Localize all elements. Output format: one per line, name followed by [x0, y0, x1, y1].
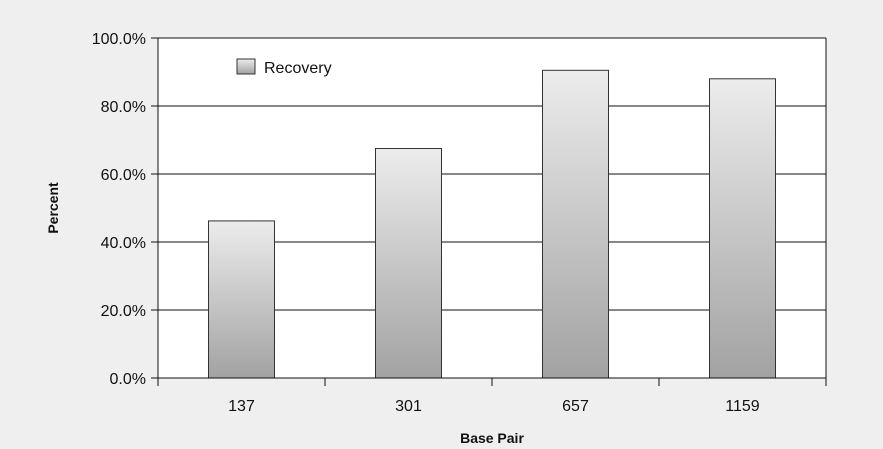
y-tick-label: 60.0% [101, 167, 146, 184]
bar-657 [542, 69, 609, 379]
bars [208, 69, 776, 379]
bar-301 [375, 148, 442, 379]
y-tick-label: 100.0% [92, 31, 146, 48]
axes [151, 37, 827, 386]
x-axis-title: Base Pair [460, 430, 524, 446]
legend-swatch-recovery [236, 58, 256, 75]
y-axis-title: Percent [45, 182, 61, 234]
y-tick-label: 40.0% [101, 235, 146, 252]
x-tick-label: 1159 [725, 398, 760, 415]
y-tick-label: 20.0% [101, 303, 146, 320]
legend: Recovery [236, 58, 332, 77]
legend-label-recovery: Recovery [264, 60, 332, 77]
x-tick-label: 657 [562, 398, 589, 415]
x-tick-labels: 137 301 657 1159 [228, 398, 760, 415]
x-tick-label: 301 [395, 398, 422, 415]
bar-137 [208, 220, 275, 379]
y-tick-label: 0.0% [110, 371, 146, 388]
bar-1159 [709, 78, 776, 379]
y-tick-label: 80.0% [101, 99, 146, 116]
y-tick-labels: 0.0% 20.0% 40.0% 60.0% 80.0% 100.0% [92, 31, 146, 388]
x-tick-label: 137 [228, 398, 255, 415]
